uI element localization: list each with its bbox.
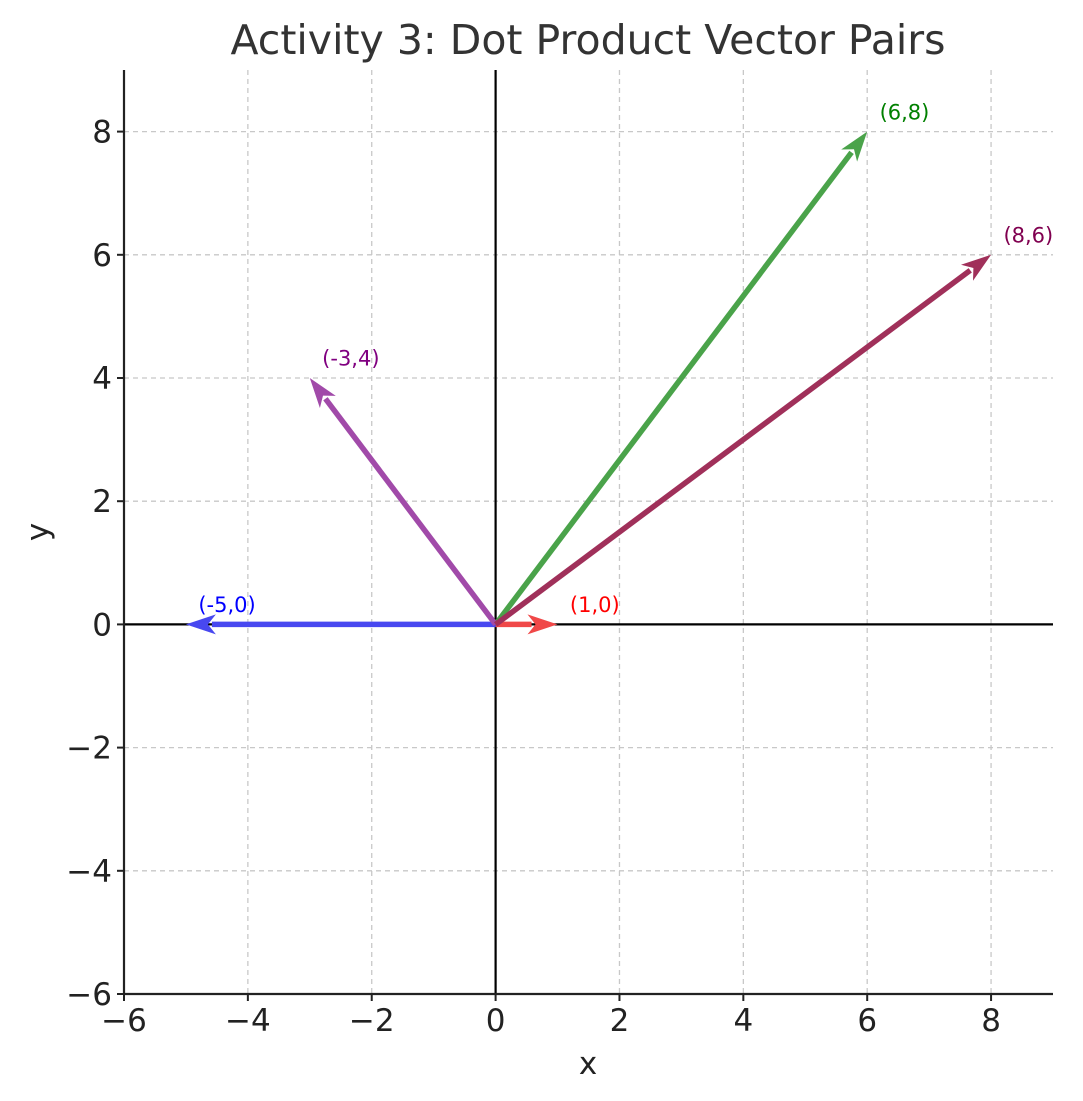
chart-title: Activity 3: Dot Product Vector Pairs [230, 16, 945, 64]
x-tick-label: 6 [857, 1003, 877, 1039]
y-tick-label: 0 [92, 607, 112, 643]
x-tick-label: −6 [101, 1003, 147, 1039]
vector-arrow [185, 614, 496, 635]
y-tick-label: −6 [66, 977, 112, 1013]
x-tick-label: 4 [733, 1003, 753, 1039]
vector-head [527, 614, 558, 635]
grid [123, 70, 1053, 995]
y-tick-label: −4 [66, 854, 112, 890]
axes-spines [122, 70, 1053, 996]
y-tick-label: 2 [92, 484, 112, 520]
y-tick-label: 8 [92, 115, 112, 151]
vector-arrow [309, 378, 498, 627]
x-tick-label: −2 [349, 1003, 395, 1039]
vector-arrow [493, 254, 992, 627]
y-tick-label: −2 [66, 731, 112, 767]
zero-lines [124, 70, 1053, 994]
vector-arrow [495, 614, 558, 635]
vector-head [841, 131, 868, 162]
vector-label: (-5,0) [198, 593, 255, 617]
x-axis-label: x [579, 1046, 597, 1082]
vector-shaft [493, 150, 854, 627]
vector-head [961, 254, 992, 281]
x-tick-label: 0 [486, 1003, 506, 1039]
vector-label: (-3,4) [322, 347, 379, 371]
vector-arrow [493, 131, 868, 627]
vector-label: (8,6) [1003, 223, 1053, 247]
vector-head [185, 614, 216, 635]
x-tick-label: 2 [610, 1003, 630, 1039]
y-tick-label: 4 [92, 361, 112, 397]
y-axis-label: y [20, 523, 56, 541]
vector-shaft [493, 268, 972, 627]
y-tick-label: 6 [92, 238, 112, 274]
vectors: (1,0) (-5,0) (6,8) (-3,4) (8,6) [185, 100, 1053, 635]
vector-head [309, 378, 336, 408]
tick-labels: −6 −4 −2 0 2 4 6 8 −6 −4 −2 0 2 4 6 8 [66, 115, 1001, 1039]
vector-shaft [323, 397, 498, 627]
vector-label: (6,8) [880, 100, 930, 124]
x-tick-label: 8 [981, 1003, 1001, 1039]
x-tick-label: −4 [225, 1003, 271, 1039]
vector-label: (1,0) [570, 593, 620, 617]
